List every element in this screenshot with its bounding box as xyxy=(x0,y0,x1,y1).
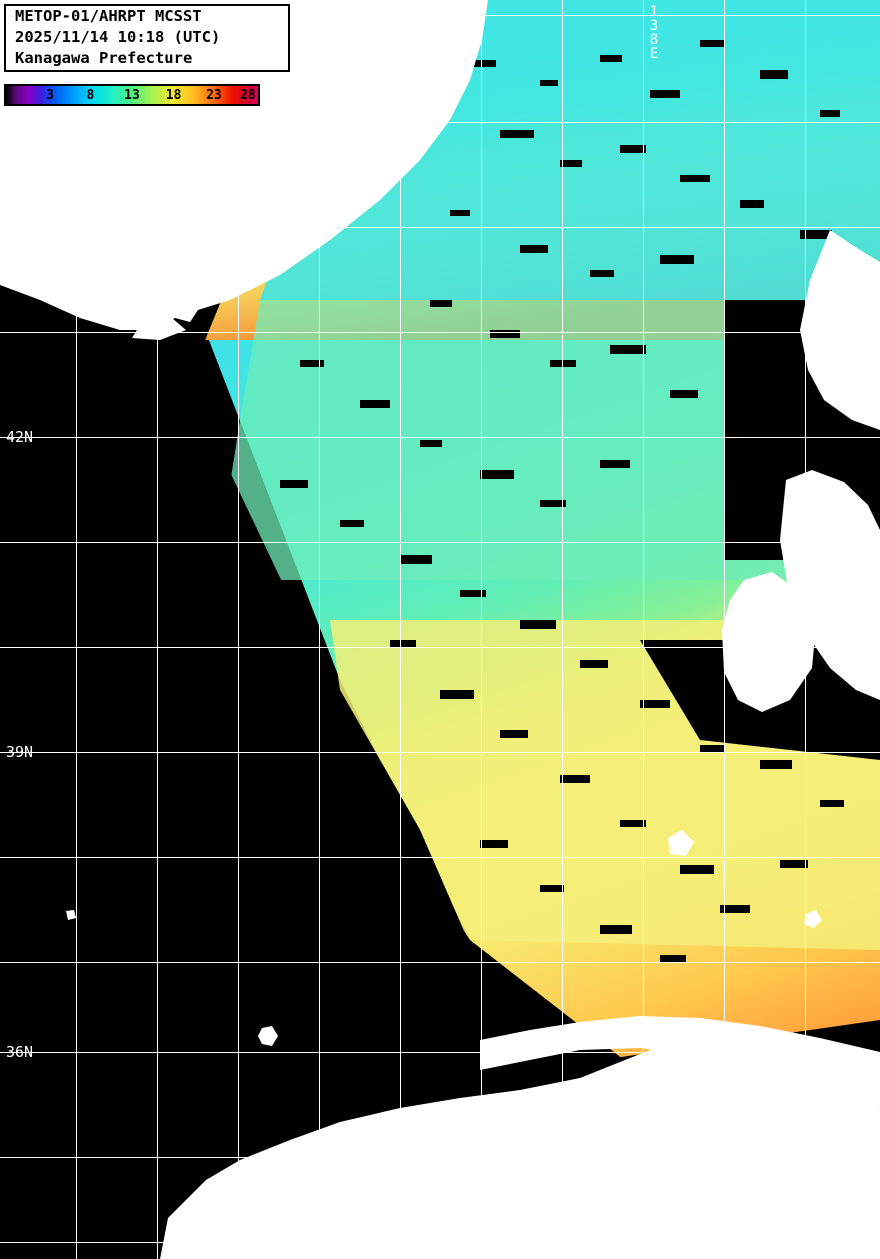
colorbar-tick-18: 18 xyxy=(165,88,182,103)
colorbar-tick-13: 13 xyxy=(124,88,140,103)
title-line-region: Kanagawa Prefecture xyxy=(15,49,193,67)
colorbar-tick-labels: 3 8 13 18 23 28 xyxy=(6,86,258,104)
sst-mid-green xyxy=(215,300,880,580)
title-line-datetime: 2025/11/14 10:18 (UTC) xyxy=(15,28,221,46)
land-bay-island xyxy=(722,572,816,712)
land-southern-honshu xyxy=(160,1040,880,1259)
land-izu-island xyxy=(668,830,694,856)
land-honshu-north-coast xyxy=(480,1016,880,1108)
colorbar-tick-28: 28 xyxy=(240,88,256,103)
land-northeast-coast xyxy=(800,230,880,430)
land-sado-island xyxy=(258,1026,278,1046)
sst-colorbar: 3 8 13 18 23 28 xyxy=(4,84,260,106)
lat-label-39n: 39N xyxy=(6,743,34,761)
lat-label-36n: 36N xyxy=(6,1043,34,1061)
colorbar-tick-8: 8 xyxy=(86,88,95,103)
land-northwest-continent xyxy=(0,0,488,330)
land-small-island xyxy=(66,910,76,920)
land-bay-south xyxy=(528,1190,560,1216)
colorbar-tick-3: 3 xyxy=(46,88,55,103)
land-islet xyxy=(804,910,822,928)
land-peninsula xyxy=(624,1158,652,1182)
colorbar-gradient xyxy=(6,86,258,104)
lon-label-138e: 138E xyxy=(646,4,662,60)
title-line-sensor: METOP-01/AHRPT MCSST xyxy=(15,7,202,25)
colorbar-tick-23: 23 xyxy=(206,88,222,103)
lat-label-42n: 42N xyxy=(6,428,34,446)
title-box: METOP-01/AHRPT MCSST 2025/11/14 10:18 (U… xyxy=(4,4,290,72)
